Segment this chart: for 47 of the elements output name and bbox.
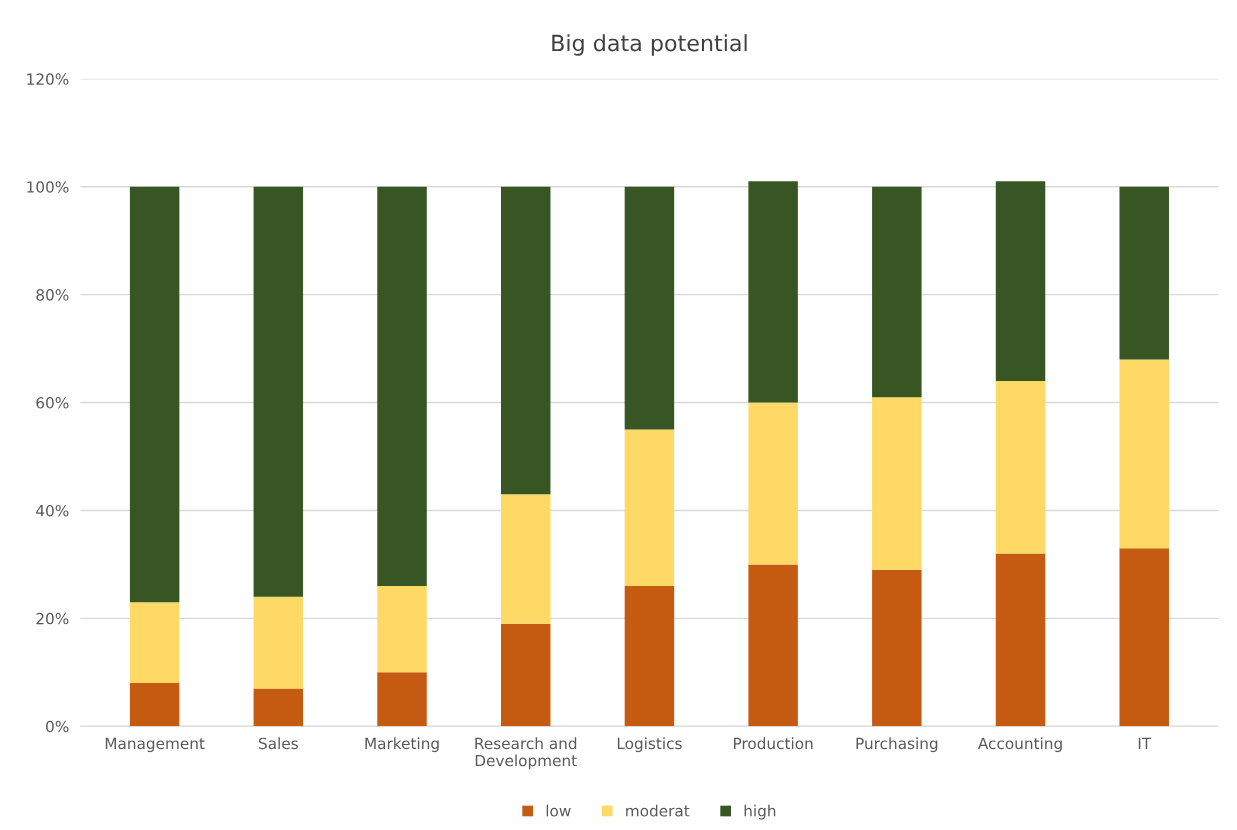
bar [748,564,798,727]
bar [872,569,922,727]
bar [1119,548,1169,727]
bar [129,186,180,603]
bar [500,186,551,495]
bar [129,602,180,684]
bar [995,553,1046,727]
bar [995,380,1046,554]
bar [1119,186,1169,360]
y-tick-label: 20% [36,612,69,625]
legend-label: moderat [626,804,690,817]
x-tick-label: Sales [259,737,298,750]
bar [500,623,551,727]
x-tick-label: Production [733,737,813,750]
x-tick-label: Purchasing [856,737,938,753]
bar [872,186,922,398]
bar [253,596,304,689]
y-tick-label: 0% [46,720,69,733]
x-tick-label: Logistics [617,737,682,753]
x-tick-label: Marketing [365,737,439,753]
bar [500,494,551,624]
bar [377,585,427,673]
x-tick-label: IT [1138,737,1152,749]
bar [995,181,1046,381]
y-tick-label: 100% [27,181,69,193]
bar [872,397,922,570]
x-tick-label: Management [105,737,205,753]
bar [1119,359,1169,549]
bar [748,402,798,565]
bar [624,429,675,586]
x-tick-label: Research and Development [475,737,577,770]
bar [377,186,427,586]
bar [129,683,180,727]
bar [624,186,675,430]
legend-label: low [546,804,571,817]
y-tick-label: 40% [36,504,69,517]
legend-label: high [744,804,776,820]
bar [377,672,427,727]
chart-title: Big data potential [552,34,747,56]
y-tick-label: 80% [36,289,69,301]
y-tick-label: 60% [36,397,69,409]
bar [253,186,304,597]
bar [253,688,304,727]
bar [748,181,798,403]
x-tick-label: Accounting [977,737,1062,753]
bar [624,585,675,727]
y-tick-label: 120% [27,73,69,85]
